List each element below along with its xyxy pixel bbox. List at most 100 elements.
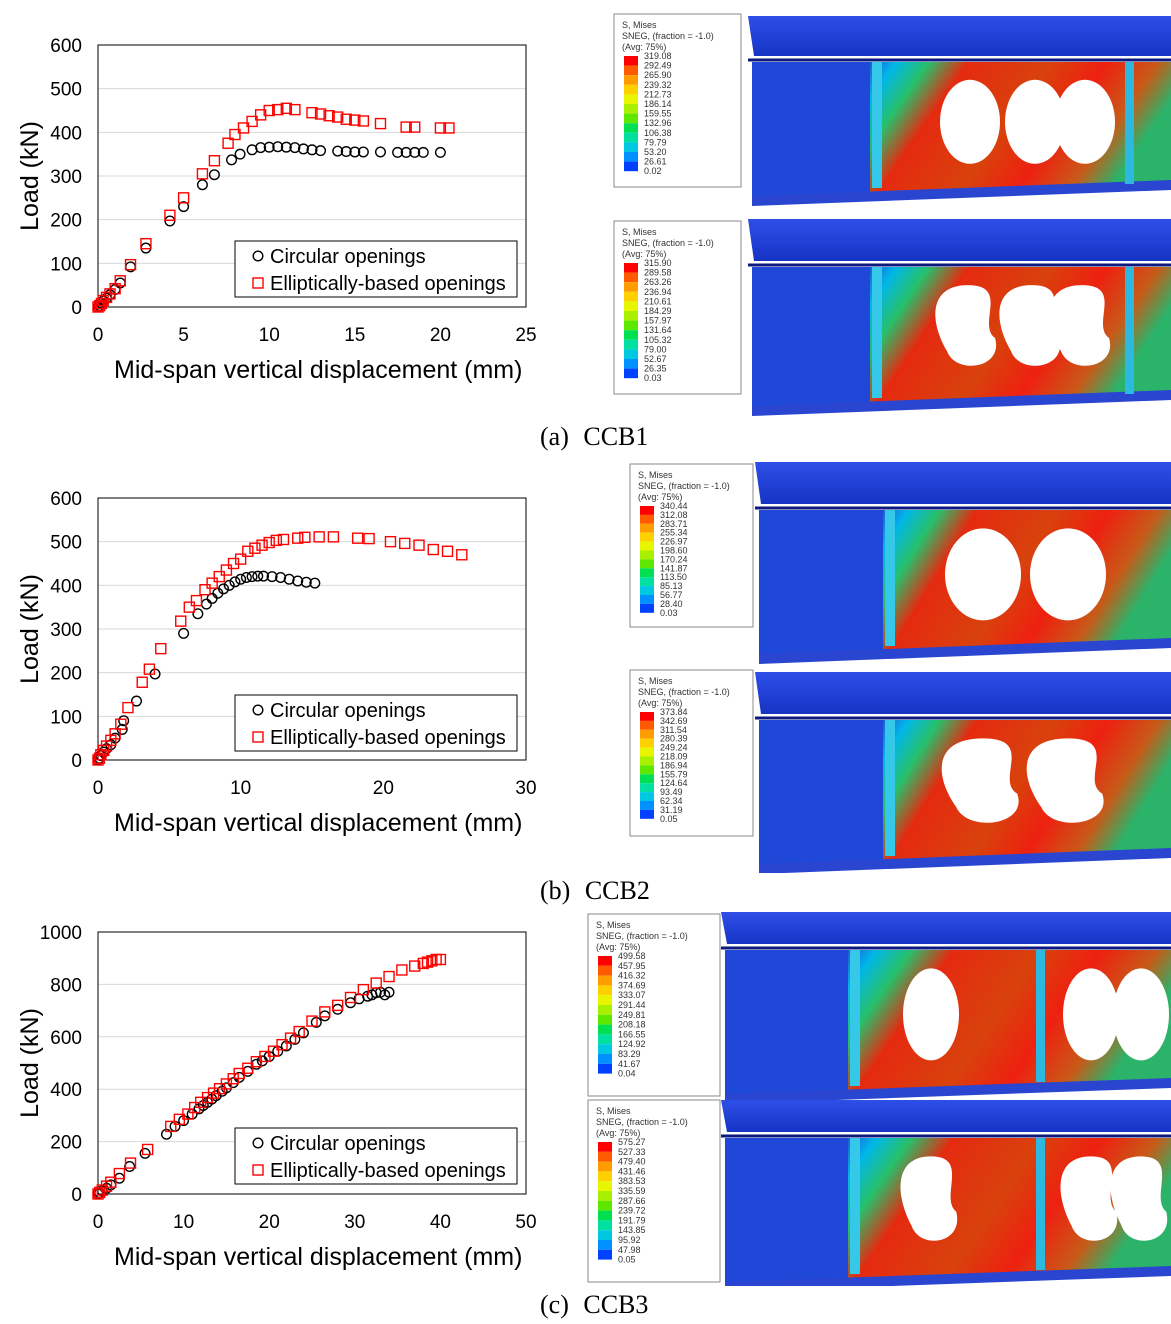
elliptical-data-point: [229, 128, 241, 141]
legend-marker-square: [252, 1164, 264, 1176]
circular-data-point: [272, 141, 284, 153]
contour-color-band: [640, 792, 654, 801]
elliptical-data-point: [113, 1167, 126, 1180]
contour-legend-value: 62.34: [660, 796, 683, 806]
contour-color-band: [598, 1142, 612, 1152]
elliptical-data-point: [109, 728, 121, 740]
web-opening: [999, 285, 1061, 366]
circular-data-point: [223, 579, 235, 591]
web-opening: [903, 968, 959, 1061]
y-tick-label: 600: [50, 1028, 82, 1049]
circular-data-point: [310, 1016, 322, 1028]
contour-legend-value: 291.44: [618, 1000, 646, 1010]
contour-color-band: [640, 720, 654, 730]
circular-data-point: [357, 146, 369, 158]
elliptical-data-point: [340, 113, 352, 125]
elliptical-data-point: [357, 983, 370, 996]
y-tick-label: 600: [50, 36, 82, 57]
elliptical-data-point: [306, 106, 318, 119]
chart-legend: Circular openings Elliptically-based open…: [234, 240, 518, 298]
chart-legend: Circular openings Elliptically-based open…: [234, 694, 518, 752]
contour-color-band: [598, 1230, 612, 1240]
beam-bottom-flange: [725, 1078, 1171, 1100]
legend-marker-square: [252, 731, 264, 743]
circular-data-point: [208, 169, 220, 181]
web-opening: [900, 1156, 958, 1241]
elliptical-data-point: [190, 594, 203, 607]
circular-data-point: [186, 1108, 198, 1120]
contour-legend-value: 383.53: [618, 1176, 646, 1186]
caption-name: CCB2: [584, 876, 650, 905]
contour-legend-value: 479.40: [618, 1157, 646, 1167]
contour-legend-value: 124.64: [660, 778, 688, 788]
contour-color-band: [624, 132, 638, 143]
contour-legend-value: 315.90: [644, 258, 672, 268]
x-tick-label: 10: [173, 1212, 194, 1233]
contour-legend-value: 131.64: [644, 325, 672, 335]
circular-data-point: [229, 576, 241, 588]
contour-color-band: [598, 965, 612, 976]
elliptical-data-point: [293, 1025, 305, 1038]
contour-color-band: [624, 339, 638, 350]
circular-data-point: [289, 142, 301, 154]
contour-color-band: [598, 1161, 612, 1172]
contour-legend-value: 113.50: [660, 572, 687, 582]
contour-legend-value: 287.66: [618, 1196, 646, 1206]
beam-top-flange: [721, 1100, 1171, 1132]
x-tick-label: 10: [230, 778, 251, 799]
caption-letter: (c): [540, 1290, 569, 1319]
y-tick-label: 0: [71, 751, 82, 772]
elliptical-data-point: [306, 1015, 318, 1027]
contour-legend-value: 255.34: [660, 528, 688, 538]
circular-data-point: [178, 1115, 190, 1127]
web-opening: [1005, 79, 1065, 164]
elliptical-data-point: [331, 111, 344, 123]
contour-legend-value: 499.58: [618, 951, 646, 961]
contour-legend-value: 311.54: [660, 725, 687, 735]
contour-legend-value: 374.69: [618, 980, 646, 990]
contour-legend-avg: (Avg: 75%): [622, 42, 666, 52]
web-opening: [935, 285, 997, 366]
circular-data-point: [374, 146, 386, 158]
x-tick-label: 20: [259, 1212, 280, 1233]
circular-data-point: [275, 571, 287, 583]
y-tick-label: 100: [50, 707, 82, 728]
contour-legend-value: 95.92: [618, 1235, 641, 1245]
plot-area: [97, 931, 527, 1195]
elliptical-data-point: [363, 532, 375, 545]
contour-color-band: [598, 1249, 612, 1260]
circular-data-point: [332, 1003, 344, 1015]
circular-data-point: [139, 1147, 151, 1159]
contour-legend-subtitle: SNEG, (fraction = -1.0): [622, 31, 714, 41]
circular-data-point: [289, 1033, 301, 1045]
y-axis-label: Load (kN): [16, 574, 44, 684]
circular-data-point: [309, 577, 321, 589]
y-tick-label: 400: [50, 576, 82, 597]
contour-legend-value: 319.08: [644, 51, 672, 61]
contour-legend-title: S, Mises: [638, 470, 673, 480]
elliptical-data-point: [105, 734, 117, 747]
contour-color-band: [598, 1181, 612, 1191]
elliptical-data-point: [427, 543, 439, 556]
elliptical-data-point: [199, 583, 211, 596]
contour-legend-value: 239.72: [618, 1206, 646, 1216]
elliptical-data-point: [417, 957, 429, 970]
contour-legend-value: 157.97: [644, 316, 672, 326]
y-tick-label: 400: [50, 1080, 82, 1101]
circular-data-point: [240, 571, 252, 583]
beam-end-plate: [759, 510, 883, 658]
contour-legend-value: 342.69: [660, 716, 688, 726]
legend-label: Elliptically-based openings: [270, 1160, 506, 1182]
beam-stiffener: [872, 62, 882, 188]
x-tick-label: 30: [344, 1212, 365, 1233]
contour-legend-value: 226.97: [660, 537, 688, 547]
elliptical-data-point: [140, 237, 152, 250]
elliptical-data-point: [141, 1143, 154, 1156]
elliptical-data-point: [263, 536, 275, 549]
contour-legend-value: 186.14: [644, 99, 672, 109]
web-opening: [1110, 1156, 1168, 1241]
elliptical-data-point: [122, 701, 134, 714]
plot-area: [97, 497, 527, 761]
